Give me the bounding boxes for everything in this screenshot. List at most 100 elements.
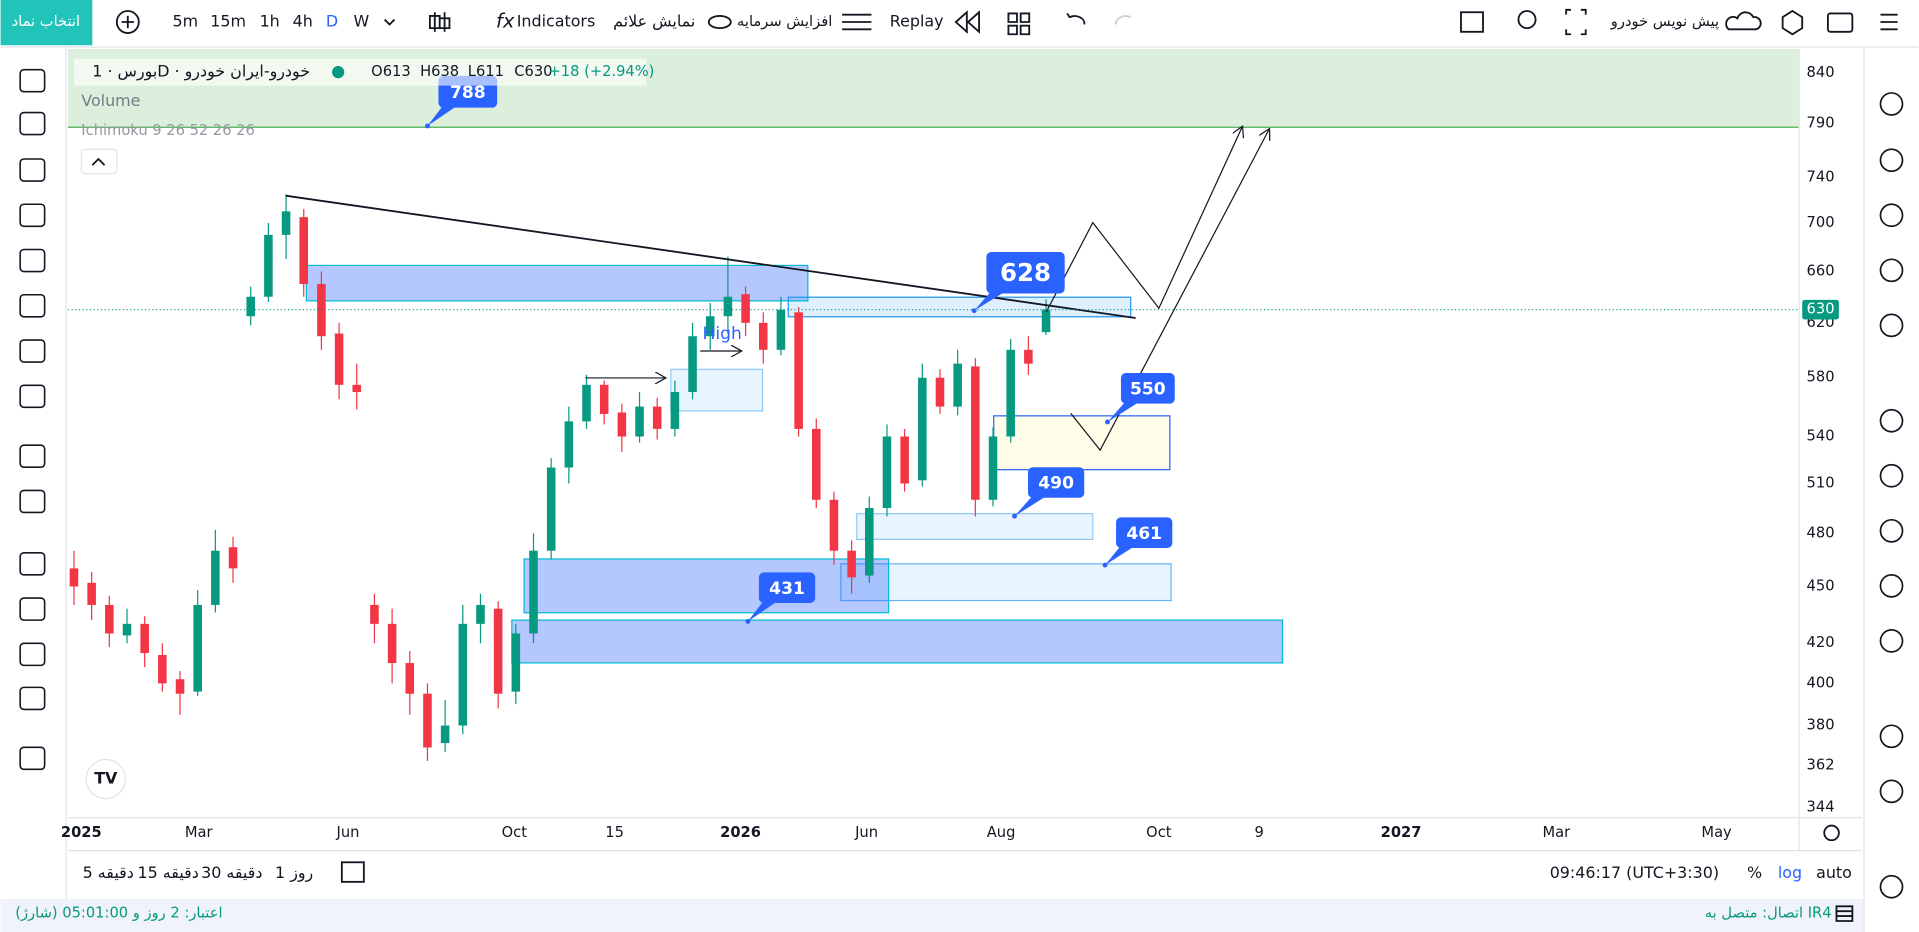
sidebar-tool[interactable]: [1879, 148, 1904, 173]
range-button[interactable]: 15 دقیقه: [137, 863, 198, 882]
sidebar-tool[interactable]: [1879, 518, 1904, 543]
range-button[interactable]: 5 دقیقه: [83, 863, 134, 882]
interval[interactable]: 5m: [172, 12, 198, 31]
cloud-icon: [1725, 11, 1762, 31]
sidebar-tool[interactable]: [1879, 92, 1904, 116]
callout-anchor: [425, 123, 430, 129]
log-toggle[interactable]: log: [1778, 863, 1802, 882]
drawing-tool[interactable]: [19, 248, 46, 273]
capital[interactable]: افزایش سرمایه: [737, 13, 832, 30]
sidebar-tool[interactable]: [1879, 203, 1904, 228]
drawing-tool[interactable]: [19, 339, 46, 363]
range-button[interactable]: 1 روز: [275, 863, 313, 883]
y-tick-label: 540: [1807, 427, 1835, 444]
drawing-tool[interactable]: [19, 68, 46, 93]
expand-icon[interactable]: [1565, 8, 1587, 36]
settings-icon[interactable]: [1781, 9, 1804, 36]
axis-settings[interactable]: [1823, 824, 1840, 842]
indicators[interactable]: Indicators: [517, 12, 596, 31]
range-button[interactable]: 30 دقیقه: [201, 863, 262, 882]
x-tick-label: 15: [605, 824, 624, 841]
callout-pointer: [427, 105, 459, 126]
sidebar-tool[interactable]: [1879, 573, 1904, 598]
drawing-tool[interactable]: [19, 552, 46, 576]
callout-label: 628: [1000, 258, 1051, 287]
show-signals[interactable]: نمایش علائم: [613, 12, 695, 32]
drawing-tool[interactable]: [19, 203, 46, 228]
candle-body: [334, 333, 344, 385]
search-icon[interactable]: [1517, 10, 1537, 30]
fullscreen-box[interactable]: [1460, 11, 1484, 33]
clock: 09:46:17 (UTC+3:30): [1550, 863, 1719, 882]
symbol-button[interactable]: [0, 0, 93, 46]
drawing-tool[interactable]: [19, 642, 46, 667]
x-tick-label: Oct: [1146, 824, 1172, 841]
auto-toggle[interactable]: auto: [1816, 863, 1852, 882]
sidebar-tool[interactable]: [1879, 779, 1904, 804]
sidebar-tool[interactable]: [1879, 629, 1904, 653]
add-symbol[interactable]: [115, 10, 140, 34]
demand-zone: [511, 619, 1284, 664]
redo[interactable]: [1115, 15, 1132, 25]
interval[interactable]: 1h: [260, 12, 280, 31]
layout-icon[interactable]: [1007, 12, 1031, 36]
candle-body: [228, 547, 238, 569]
y-tick-label: 740: [1807, 168, 1835, 185]
percent-toggle[interactable]: %: [1747, 863, 1762, 882]
menu-icon[interactable]: [1880, 13, 1898, 31]
drawing-tool[interactable]: [19, 111, 46, 136]
candle-body: [670, 392, 680, 429]
interval[interactable]: D: [326, 12, 338, 31]
candle-body: [988, 436, 998, 500]
sidebar-tool[interactable]: [1879, 313, 1904, 338]
drawing-tool[interactable]: [19, 444, 46, 469]
candle-body: [440, 725, 450, 744]
candle-body: [264, 234, 273, 297]
candle-body: [865, 508, 874, 576]
projection-path: [1070, 130, 1269, 452]
callout-label: 461: [1126, 524, 1162, 544]
candle-body: [882, 436, 892, 509]
candle-body: [971, 366, 980, 500]
last-price-box: [1802, 299, 1839, 320]
undo[interactable]: [1066, 12, 1086, 25]
collapse-legend[interactable]: [80, 148, 118, 175]
x-tick-label: Jun: [854, 824, 878, 841]
interval-menu[interactable]: [383, 18, 396, 26]
candle-body: [1024, 349, 1033, 364]
zone: [856, 513, 1094, 540]
chart-type[interactable]: [428, 12, 451, 32]
draft[interactable]: پیش نویس خودرو: [1610, 13, 1719, 30]
date-range-icon[interactable]: [340, 861, 365, 883]
drawing-tool[interactable]: [19, 597, 46, 621]
ohlc-value: C630: [514, 63, 552, 80]
callout-label: 550: [1130, 380, 1166, 400]
drawing-tool[interactable]: [19, 158, 46, 182]
interval[interactable]: W: [354, 12, 370, 31]
drawing-tool[interactable]: [19, 384, 46, 409]
sidebar-tool[interactable]: [1879, 408, 1904, 433]
candle-body: [69, 568, 79, 587]
sidebar-tool[interactable]: [1879, 874, 1904, 899]
candle-body: [281, 211, 291, 235]
drawing-tool[interactable]: [19, 293, 46, 318]
drawing-tool[interactable]: [19, 746, 46, 771]
drawing-tool[interactable]: [19, 686, 46, 711]
interval[interactable]: 4h: [293, 12, 313, 31]
candle-body: [741, 294, 750, 323]
sidebar-tool[interactable]: [1879, 724, 1904, 749]
drawing-tool[interactable]: [19, 489, 46, 514]
replay[interactable]: Replay: [890, 12, 944, 31]
tv-logo[interactable]: [85, 758, 126, 800]
interval[interactable]: 15m: [210, 12, 246, 31]
sidebar-tool[interactable]: [1879, 463, 1904, 488]
symbol-button-label[interactable]: انتخاب نماد: [12, 13, 81, 30]
camera-icon[interactable]: [1826, 12, 1854, 33]
y-tick-label: 660: [1807, 262, 1835, 279]
credit: اعتبار: 2 روز و 05:01:00 (شارژ): [15, 905, 222, 922]
sidebar-tool[interactable]: [1879, 258, 1904, 283]
candle-body: [811, 428, 821, 500]
candle-body: [599, 384, 609, 414]
callout-anchor: [1105, 419, 1110, 425]
